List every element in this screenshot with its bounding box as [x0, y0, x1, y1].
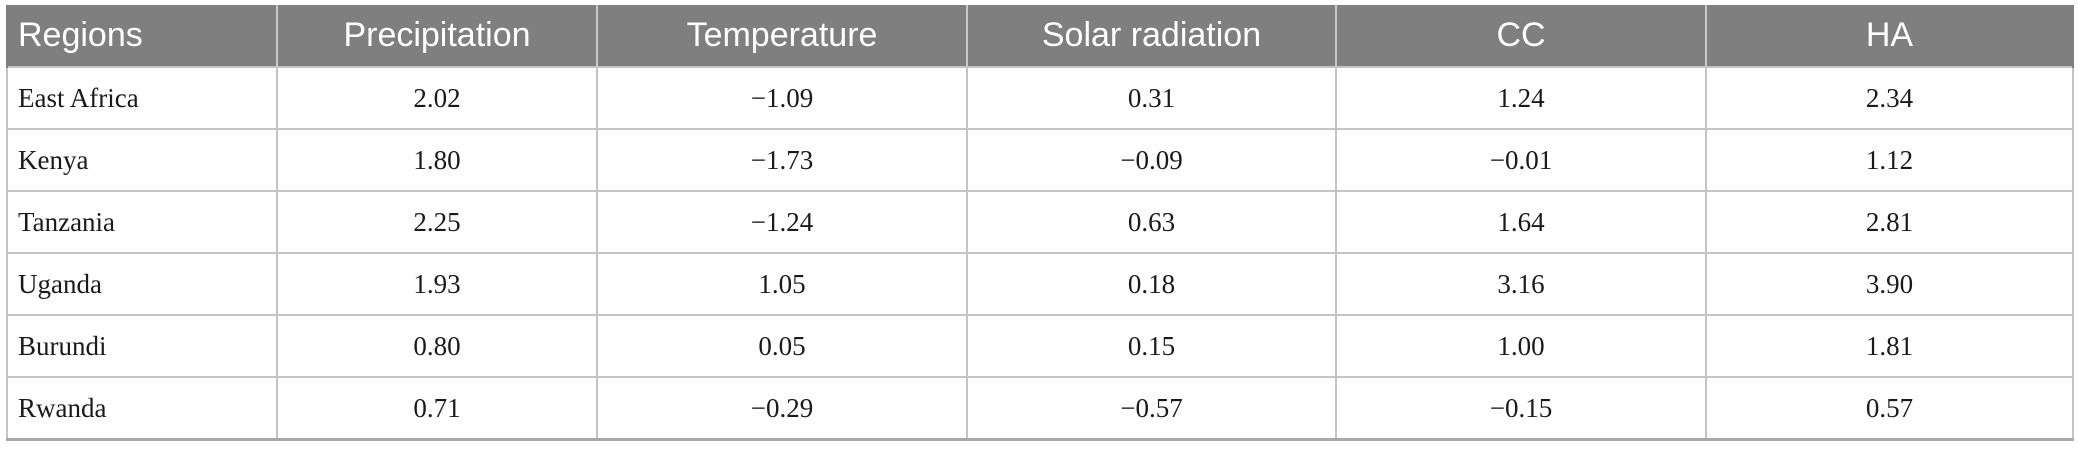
- precipitation-cell: 0.80: [276, 314, 598, 378]
- temperature-cell: 0.05: [596, 314, 968, 378]
- header-temperature: Temperature: [596, 5, 968, 67]
- data-table-container: Regions Precipitation Temperature Solar …: [6, 5, 2074, 441]
- solar-radiation-cell: 0.31: [966, 66, 1337, 130]
- cc-cell: 3.16: [1335, 252, 1707, 316]
- ha-cell: 0.57: [1705, 376, 2074, 441]
- ha-cell: 2.81: [1705, 190, 2074, 254]
- precipitation-cell: 1.93: [276, 252, 598, 316]
- solar-radiation-cell: 0.15: [966, 314, 1337, 378]
- ha-cell: 1.81: [1705, 314, 2074, 378]
- header-cc: CC: [1335, 5, 1707, 67]
- table-row: Rwanda 0.71 −0.29 −0.57 −0.15 0.57: [6, 376, 2074, 441]
- ha-cell: 2.34: [1705, 66, 2074, 130]
- cc-cell: −0.15: [1335, 376, 1707, 441]
- ha-cell: 1.12: [1705, 128, 2074, 192]
- precipitation-cell: 0.71: [276, 376, 598, 441]
- table-row: Uganda 1.93 1.05 0.18 3.16 3.90: [6, 252, 2074, 316]
- cc-cell: −0.01: [1335, 128, 1707, 192]
- data-table: Regions Precipitation Temperature Solar …: [6, 5, 2074, 441]
- temperature-cell: −0.29: [596, 376, 968, 441]
- table-row: Tanzania 2.25 −1.24 0.63 1.64 2.81: [6, 190, 2074, 254]
- header-row: Regions Precipitation Temperature Solar …: [6, 5, 2074, 67]
- region-cell: East Africa: [6, 66, 278, 130]
- region-cell: Rwanda: [6, 376, 278, 441]
- temperature-cell: −1.09: [596, 66, 968, 130]
- ha-cell: 3.90: [1705, 252, 2074, 316]
- table-row: Burundi 0.80 0.05 0.15 1.00 1.81: [6, 314, 2074, 378]
- header-precipitation: Precipitation: [276, 5, 598, 67]
- temperature-cell: 1.05: [596, 252, 968, 316]
- temperature-cell: −1.24: [596, 190, 968, 254]
- table-row: East Africa 2.02 −1.09 0.31 1.24 2.34: [6, 66, 2074, 130]
- temperature-cell: −1.73: [596, 128, 968, 192]
- solar-radiation-cell: −0.57: [966, 376, 1337, 441]
- precipitation-cell: 1.80: [276, 128, 598, 192]
- cc-cell: 1.24: [1335, 66, 1707, 130]
- cc-cell: 1.00: [1335, 314, 1707, 378]
- solar-radiation-cell: −0.09: [966, 128, 1337, 192]
- region-cell: Burundi: [6, 314, 278, 378]
- header-solar-radiation: Solar radiation: [966, 5, 1337, 67]
- region-cell: Tanzania: [6, 190, 278, 254]
- table-body: East Africa 2.02 −1.09 0.31 1.24 2.34 Ke…: [6, 66, 2074, 441]
- precipitation-cell: 2.25: [276, 190, 598, 254]
- header-regions: Regions: [6, 5, 278, 67]
- precipitation-cell: 2.02: [276, 66, 598, 130]
- cc-cell: 1.64: [1335, 190, 1707, 254]
- solar-radiation-cell: 0.18: [966, 252, 1337, 316]
- region-cell: Uganda: [6, 252, 278, 316]
- table-header: Regions Precipitation Temperature Solar …: [6, 5, 2074, 67]
- region-cell: Kenya: [6, 128, 278, 192]
- table-row: Kenya 1.80 −1.73 −0.09 −0.01 1.12: [6, 128, 2074, 192]
- header-ha: HA: [1705, 5, 2074, 67]
- solar-radiation-cell: 0.63: [966, 190, 1337, 254]
